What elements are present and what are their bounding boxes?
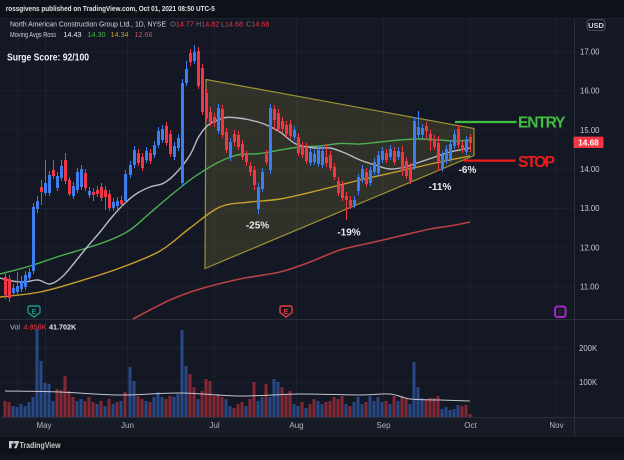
svg-text:Oct: Oct bbox=[464, 421, 477, 430]
svg-text:14.68: 14.68 bbox=[578, 138, 599, 147]
svg-text:15.00: 15.00 bbox=[580, 126, 600, 135]
svg-text:-19%: -19% bbox=[337, 228, 360, 239]
svg-text:12.00: 12.00 bbox=[580, 244, 600, 253]
svg-text:Nov: Nov bbox=[549, 421, 563, 430]
svg-text:STOP: STOP bbox=[518, 154, 555, 171]
svg-text:May: May bbox=[36, 421, 51, 430]
svg-text:-11%: -11% bbox=[429, 182, 452, 193]
svg-text:Sep: Sep bbox=[376, 421, 391, 430]
svg-text:E: E bbox=[284, 309, 289, 316]
svg-text:E: E bbox=[558, 310, 563, 317]
svg-text:-6%: -6% bbox=[459, 165, 477, 176]
svg-text:North American Construction Gr: North American Construction Group Ltd., … bbox=[10, 20, 269, 29]
svg-text:TradingView: TradingView bbox=[20, 440, 61, 450]
svg-text:ENTRY: ENTRY bbox=[518, 114, 566, 131]
svg-text:200K: 200K bbox=[579, 344, 598, 353]
svg-text:E: E bbox=[32, 309, 37, 316]
svg-text:11.00: 11.00 bbox=[580, 283, 600, 292]
svg-text:-25%: -25% bbox=[246, 220, 269, 231]
svg-text:Jun: Jun bbox=[121, 421, 134, 430]
svg-text:Aug: Aug bbox=[289, 421, 303, 430]
svg-text:17.00: 17.00 bbox=[580, 47, 600, 56]
svg-text:14.00: 14.00 bbox=[580, 165, 600, 174]
svg-text:Jul: Jul bbox=[209, 421, 219, 430]
svg-text:Surge Score: 92/100: Surge Score: 92/100 bbox=[7, 53, 89, 64]
svg-text:rossgivens published on Tradin: rossgivens published on TradingView.com,… bbox=[6, 4, 216, 13]
svg-text:100K: 100K bbox=[579, 378, 598, 387]
svg-text:USD: USD bbox=[588, 21, 604, 30]
svg-text:13.00: 13.00 bbox=[580, 204, 600, 213]
svg-text:16.00: 16.00 bbox=[580, 87, 600, 96]
